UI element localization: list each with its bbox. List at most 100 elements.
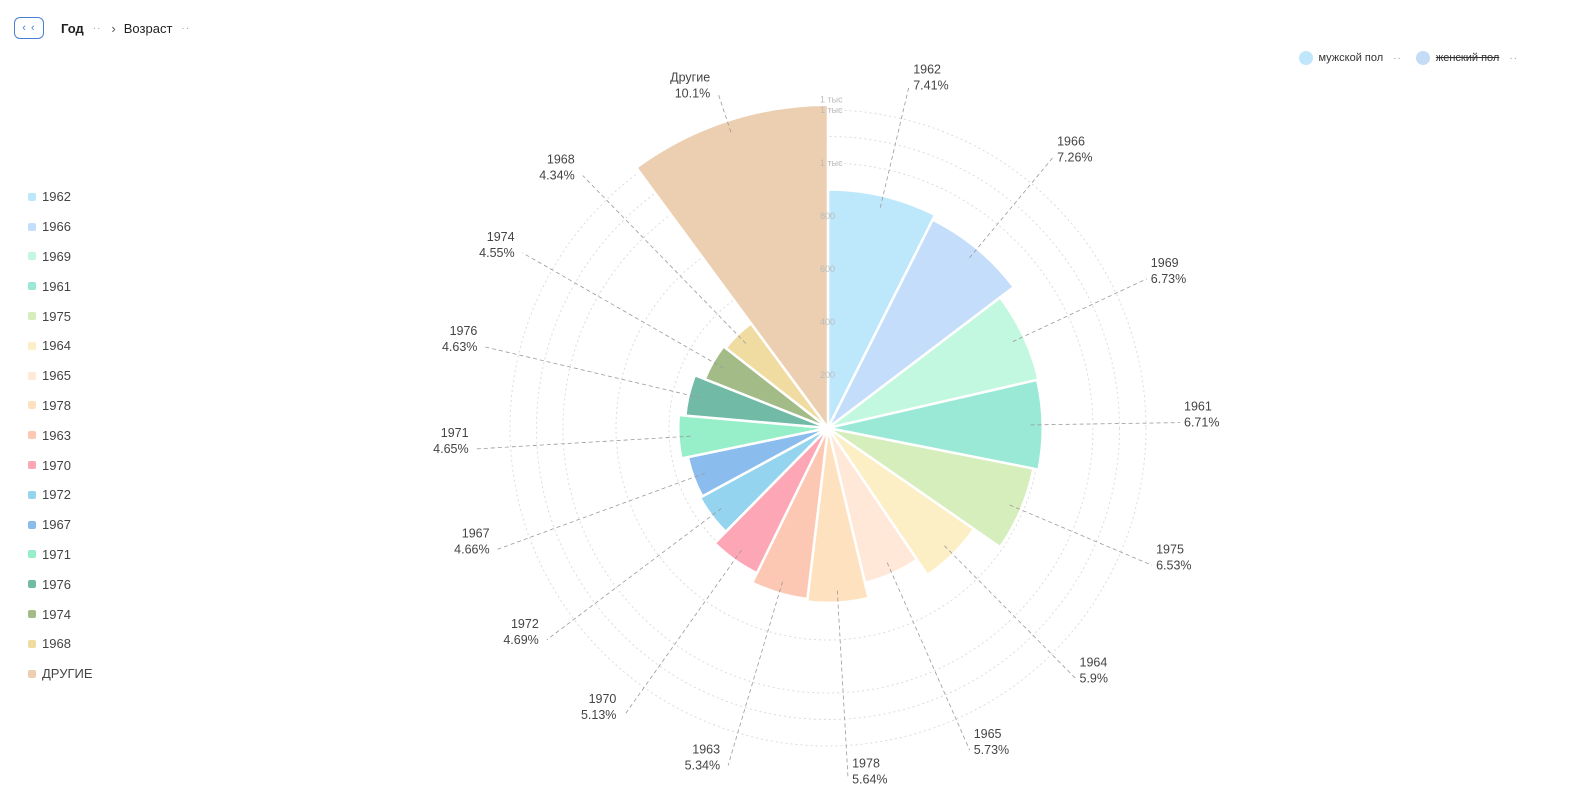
- legend-label: 1971: [42, 546, 71, 562]
- legend-swatch-icon: [28, 639, 36, 648]
- legend-item-1967[interactable]: 1967: [28, 510, 93, 540]
- slice-category-label: 1969: [1151, 256, 1179, 270]
- legend-swatch-icon: [28, 431, 36, 440]
- slice-percent-label: 4.65%: [433, 442, 468, 456]
- leader-line: [497, 472, 706, 550]
- leader-line: [969, 157, 1054, 259]
- bar-1962[interactable]: [826, 188, 937, 430]
- slice-percent-label: 7.26%: [1057, 150, 1092, 164]
- legend-swatch-icon: [28, 550, 36, 559]
- slice-percent-label: 5.73%: [974, 743, 1009, 757]
- bar-1975[interactable]: [826, 426, 1035, 549]
- legend-item-1969[interactable]: 1969: [28, 242, 93, 272]
- radial-tick-label: 1 тыс: [820, 94, 843, 104]
- legend-male[interactable]: мужской пол ··: [1298, 51, 1402, 65]
- bar-другие[interactable]: [635, 103, 830, 430]
- slice-category-label: 1961: [1184, 400, 1212, 414]
- slice-category-label: 1966: [1057, 134, 1085, 148]
- male-more-icon[interactable]: ··: [1393, 52, 1402, 64]
- leader-line: [485, 346, 701, 399]
- legend-label: 1966: [42, 219, 71, 235]
- slice-percent-label: 4.66%: [454, 542, 489, 556]
- leader-line: [1012, 278, 1147, 342]
- bar-1961[interactable]: [826, 378, 1044, 471]
- slice-percent-label: 6.71%: [1184, 416, 1219, 430]
- legend-label: 1970: [42, 457, 71, 473]
- slice-percent-label: 6.73%: [1151, 272, 1186, 286]
- legend-label: 1969: [42, 248, 71, 264]
- radial-tick-label: 1 тыс: [820, 158, 843, 168]
- leader-line: [727, 581, 783, 766]
- year-more-icon[interactable]: ··: [92, 22, 102, 34]
- slice-category-label: 1971: [441, 426, 469, 440]
- legend-item-1965[interactable]: 1965: [28, 361, 93, 391]
- legend-swatch-icon: [28, 312, 36, 321]
- legend-male-label: мужской пол: [1318, 52, 1384, 64]
- bar-1969[interactable]: [826, 296, 1040, 430]
- radial-tick-label: 200: [820, 370, 835, 380]
- legend-swatch-icon: [28, 252, 36, 261]
- female-dot-icon: [1415, 51, 1430, 65]
- breadcrumb-year[interactable]: Год: [61, 20, 84, 36]
- slice-category-label: 1964: [1080, 655, 1108, 669]
- legend-swatch-icon: [28, 192, 36, 201]
- legend-label: 1963: [42, 427, 71, 443]
- legend-swatch-icon: [28, 610, 36, 619]
- slice-percent-label: 5.64%: [852, 772, 887, 786]
- bar-1974[interactable]: [703, 345, 830, 430]
- leader-line: [624, 549, 742, 716]
- slice-percent-label: 5.34%: [685, 759, 720, 773]
- legend-item-другие[interactable]: ДРУГИЕ: [28, 659, 93, 689]
- bar-1963[interactable]: [750, 426, 830, 601]
- slice-category-label: 1974: [487, 230, 515, 244]
- slice-category-label: 1962: [913, 63, 941, 77]
- grid-circle: [509, 109, 1147, 747]
- legend-swatch-icon: [28, 520, 36, 529]
- legend-swatch-icon: [28, 669, 36, 678]
- radial-tick-label: 400: [820, 317, 835, 327]
- bar-1972[interactable]: [698, 426, 830, 534]
- leader-line: [546, 508, 722, 641]
- legend-item-1962[interactable]: 1962: [28, 182, 93, 212]
- slice-category-label: Другие: [670, 71, 710, 85]
- bar-1966[interactable]: [826, 218, 1016, 430]
- legend-item-1974[interactable]: 1974: [28, 599, 93, 629]
- female-more-icon[interactable]: ··: [1509, 52, 1518, 64]
- legend-item-1966[interactable]: 1966: [28, 212, 93, 242]
- leader-line: [476, 435, 691, 450]
- legend-swatch-icon: [28, 401, 36, 410]
- age-more-icon[interactable]: ··: [181, 22, 191, 34]
- breadcrumb-age[interactable]: Возраст: [123, 20, 173, 36]
- legend-item-1964[interactable]: 1964: [28, 331, 93, 361]
- legend-item-1976[interactable]: 1976: [28, 569, 93, 599]
- legend-item-1978[interactable]: 1978: [28, 391, 93, 421]
- slice-category-label: 1967: [462, 526, 490, 540]
- legend-swatch-icon: [28, 461, 36, 470]
- legend-item-1970[interactable]: 1970: [28, 450, 93, 480]
- legend-label: 1972: [42, 487, 71, 503]
- leader-line: [1030, 422, 1181, 426]
- slice-category-label: 1975: [1156, 542, 1184, 556]
- legend-label: 1967: [42, 517, 71, 533]
- collapse-back-button[interactable]: ‹ ‹: [14, 17, 44, 39]
- legend-item-1961[interactable]: 1961: [28, 271, 93, 301]
- slice-percent-label: 4.55%: [479, 246, 514, 260]
- slice-percent-label: 4.34%: [539, 169, 574, 183]
- slice-labels: 1962 7.41% 1966 7.26% 1969 6.73% 1961 6.71% 1975…: [433, 63, 1219, 787]
- legend-swatch-icon: [28, 282, 36, 291]
- leader-line: [1009, 504, 1153, 566]
- slice-percent-label: 10.1%: [675, 87, 710, 101]
- legend-label: 1961: [42, 278, 71, 294]
- legend-item-1963[interactable]: 1963: [28, 420, 93, 450]
- legend-label: 1978: [42, 397, 71, 413]
- bar-1978[interactable]: [805, 426, 870, 605]
- legend-female[interactable]: женский пол ··: [1415, 51, 1518, 65]
- bar-1970[interactable]: [713, 426, 830, 575]
- legend-item-1975[interactable]: 1975: [28, 301, 93, 331]
- slice-category-label: 1968: [547, 153, 575, 167]
- bar-1964[interactable]: [826, 426, 976, 577]
- legend-item-1968[interactable]: 1968: [28, 629, 93, 659]
- legend-item-1971[interactable]: 1971: [28, 540, 93, 570]
- breadcrumb: ‹ ‹ Год ·· › Возраст ··: [14, 16, 190, 40]
- legend-item-1972[interactable]: 1972: [28, 480, 93, 510]
